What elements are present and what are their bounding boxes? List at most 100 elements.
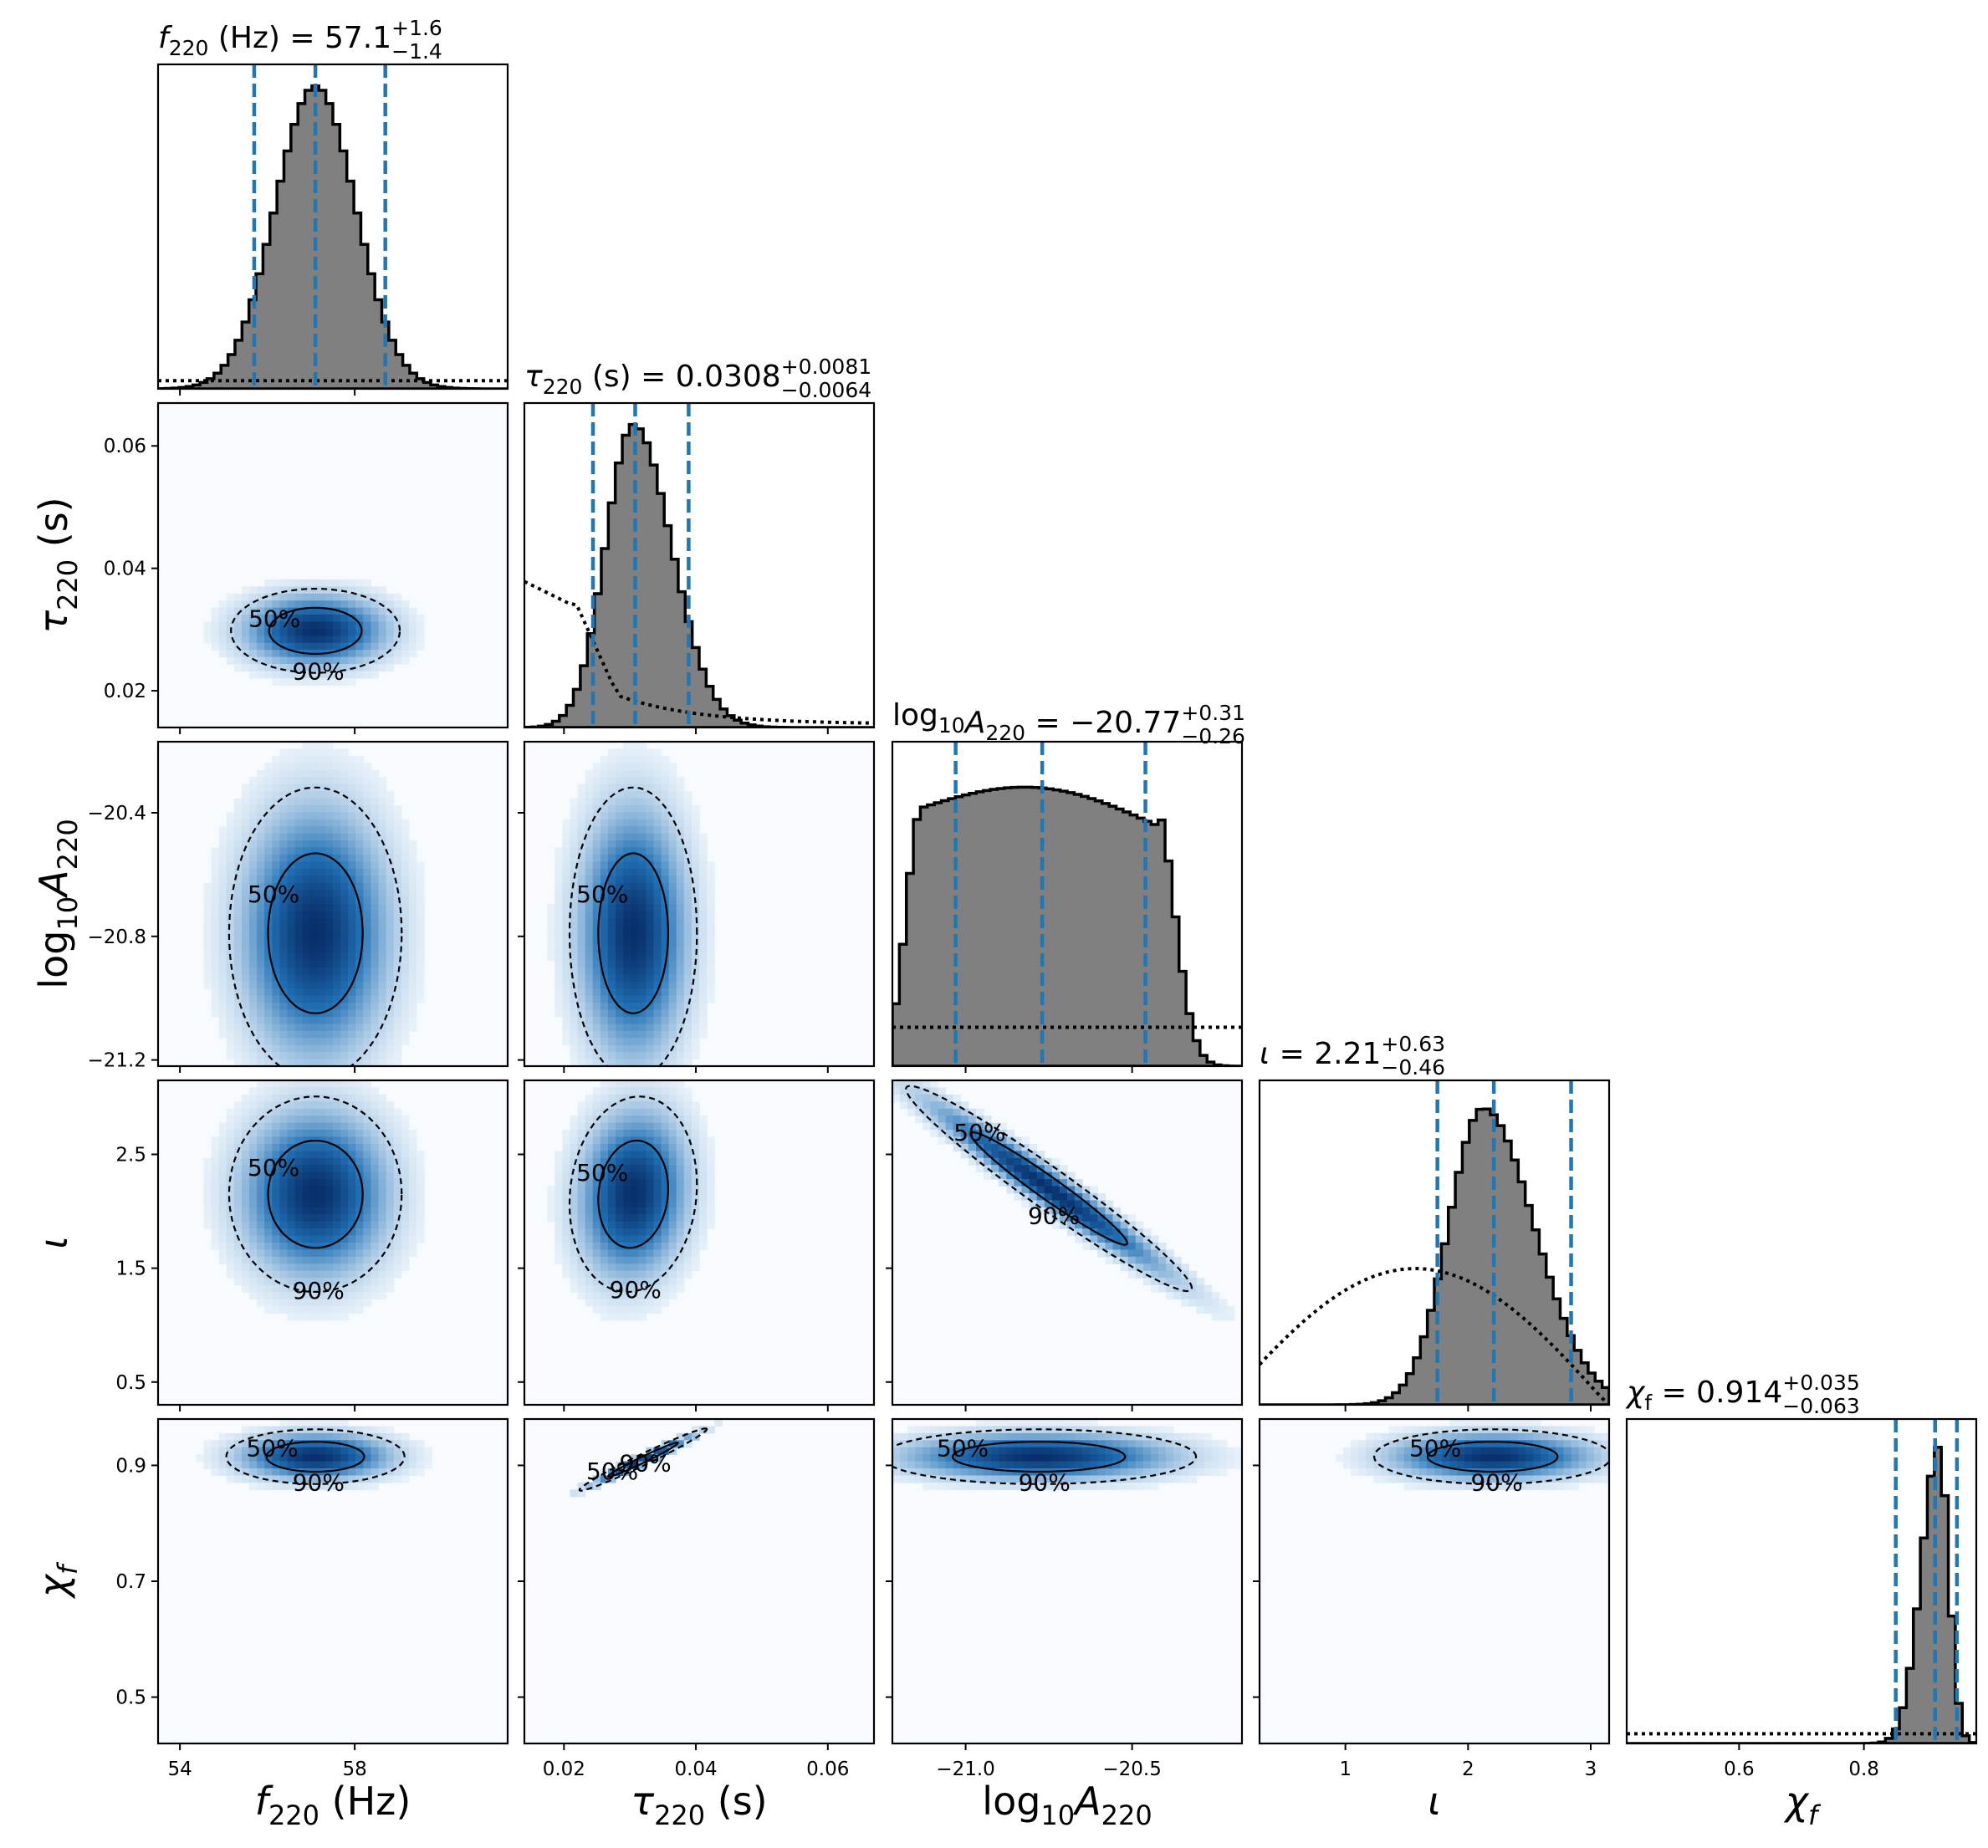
contour-label-50-tau220-logA: 50%: [576, 881, 628, 908]
title-minus-logA: −0.26: [1181, 724, 1245, 748]
title-logA: log10A220 = −20.77+0.31 −0.26: [892, 698, 1245, 748]
contour-label-90-f220-tau220: 90%: [293, 658, 345, 686]
title-minus-f220: −1.4: [391, 39, 442, 64]
y-tick-label-logA-0: −21.2: [88, 1050, 146, 1072]
title-minus-chif: −0.063: [1782, 1394, 1860, 1418]
joint-panel-iota-chif: 50% 90%: [1260, 1419, 1609, 1743]
y-tick-label-chif-1: 0.7: [115, 1571, 146, 1593]
frame-f220-iota: [156, 1079, 509, 1406]
x-tick-label-f220-1: 58: [342, 1759, 366, 1780]
y-tick-label-tau220-2: 0.06: [104, 436, 146, 457]
contour-50-logA-iota: [969, 1131, 1128, 1246]
x-tick-label-iota-0: 1: [1339, 1759, 1352, 1780]
posterior-hist-tau220: [524, 422, 874, 727]
prior-hist-tau220: [524, 579, 874, 725]
frame-f220-logA: [156, 740, 509, 1068]
x-tick-label-logA-1: −20.5: [1102, 1759, 1161, 1780]
contour-50-f220-chif: [265, 1441, 365, 1473]
contour-label-50-logA-chif: 50%: [937, 1435, 989, 1463]
y-tick-label-tau220-0: 0.02: [104, 681, 146, 702]
joint-panel-f220-iota: 50% 90%: [158, 1080, 508, 1405]
frame-tau220: [523, 401, 876, 729]
hist-panel-iota: [1260, 1107, 1609, 1405]
contour-label-90-f220-chif: 90%: [293, 1469, 345, 1497]
y-tick-label-logA-2: −20.4: [88, 803, 146, 824]
contour-90-f220-tau220: [230, 588, 401, 674]
posterior-hist-chif: [1627, 1446, 1976, 1743]
posterior-hist-f220: [158, 84, 508, 389]
contour-label-50-iota-chif: 50%: [1409, 1435, 1461, 1463]
contour-label-90-tau220-chif: 90%: [620, 1450, 672, 1478]
joint-panel-f220-tau220: 50% 90%: [158, 403, 508, 727]
joint-panel-tau220-chif: 50%90%: [524, 1419, 874, 1743]
contour-50-f220-iota: [267, 1140, 364, 1249]
contour-90-logA-chif: [892, 1428, 1198, 1485]
contour-label-50-f220-logA: 50%: [248, 881, 299, 908]
contour-50-tau220-iota: [597, 1139, 670, 1249]
contour-label-50-f220-tau220: 50%: [248, 605, 300, 632]
x-tick-label-tau220-1: 0.04: [674, 1759, 717, 1780]
contour-90-tau220-chif: [578, 1427, 708, 1492]
contour-50-tau220-chif: [607, 1441, 679, 1478]
hist-panel-chif: [1627, 1446, 1976, 1743]
contour-label-90-logA-chif: 90%: [1019, 1469, 1071, 1497]
frame-tau220-logA: [523, 740, 876, 1068]
frame-logA: [891, 740, 1244, 1068]
frame-f220-tau220: [156, 401, 509, 729]
y-axis-label-logA: log10A220: [31, 819, 84, 988]
x-axis-label-logA: log10A220: [982, 1779, 1152, 1831]
y-tick-label-logA-1: −20.8: [88, 927, 146, 948]
frame-chif: [1625, 1417, 1978, 1745]
contour-label-90-f220-iota: 90%: [293, 1277, 345, 1304]
y-tick-label-iota-1: 1.5: [115, 1258, 146, 1280]
frame-f220: [156, 63, 509, 391]
y-tick-label-chif-0: 0.5: [115, 1687, 146, 1709]
frame-iota: [1258, 1079, 1611, 1406]
y-axis-label-chif: χf: [31, 1561, 84, 1600]
prior-hist-iota: [1260, 1267, 1609, 1405]
hist-panel-f220: [158, 84, 508, 389]
y-tick-label-iota-2: 2.5: [115, 1144, 146, 1166]
title-minus-tau220: −0.0064: [781, 378, 871, 402]
contour-90-iota-chif: [1372, 1428, 1609, 1485]
title-chif: χf = 0.914+0.035 −0.063: [1625, 1371, 1860, 1418]
contour-90-logA-iota: [905, 1085, 1193, 1293]
contour-90-tau220-logA: [568, 786, 698, 1066]
x-tick-label-iota-2: 3: [1585, 1759, 1597, 1780]
x-tick-label-logA-0: −21.0: [936, 1759, 994, 1780]
x-tick-label-f220-0: 54: [167, 1759, 192, 1780]
joint-panel-tau220-logA: 50% 90%: [524, 742, 874, 1066]
contour-label-90-tau220-iota: 90%: [610, 1276, 662, 1304]
x-tick-label-iota-1: 2: [1462, 1759, 1474, 1780]
contour-label-50-tau220-iota: 50%: [576, 1159, 628, 1187]
contour-50-tau220-logA: [597, 852, 670, 1014]
title-iota: ι = 2.21+0.63 −0.46: [1260, 1032, 1445, 1080]
hist-panel-logA: [892, 785, 1242, 1066]
contour-label-50-tau220-chif: 50%: [586, 1457, 638, 1485]
joint-panel-tau220-iota: 50% 90%: [524, 1080, 874, 1405]
contour-90-f220-chif: [225, 1428, 406, 1485]
contour-50-logA-chif: [951, 1441, 1127, 1473]
y-tick-label-iota-0: 0.5: [115, 1372, 146, 1394]
x-axis-label-chif: χf: [1783, 1779, 1822, 1831]
contour-90-tau220-iota: [568, 1095, 698, 1294]
y-tick-label-chif-2: 0.9: [115, 1455, 146, 1477]
y-axis-label-iota: ι: [31, 1236, 76, 1249]
title-minus-iota: −0.46: [1381, 1055, 1445, 1080]
y-axis-label-tau220: τ220 (s): [31, 497, 84, 633]
hist-panel-tau220: [524, 422, 874, 727]
contour-50-iota-chif: [1426, 1441, 1559, 1473]
frame-tau220-iota: [523, 1079, 876, 1406]
x-axis-label-f220: f220 (Hz): [255, 1779, 411, 1831]
contour-50-f220-tau220: [268, 606, 363, 655]
x-tick-label-chif-1: 0.8: [1848, 1759, 1879, 1780]
joint-panel-logA-chif: 50% 90%: [892, 1419, 1242, 1743]
x-axis-label-tau220: τ220 (s): [631, 1779, 767, 1831]
contour-label-50-f220-iota: 50%: [248, 1154, 299, 1182]
frame-logA-iota: [891, 1079, 1244, 1406]
title-tau220: τ220 (s) = 0.0308+0.0081 −0.0064: [524, 355, 871, 402]
x-tick-label-chif-0: 0.6: [1724, 1759, 1755, 1780]
title-f220: f220 (Hz) = 57.1+1.6 −1.4: [158, 16, 442, 64]
contour-50-f220-logA: [267, 852, 364, 1014]
